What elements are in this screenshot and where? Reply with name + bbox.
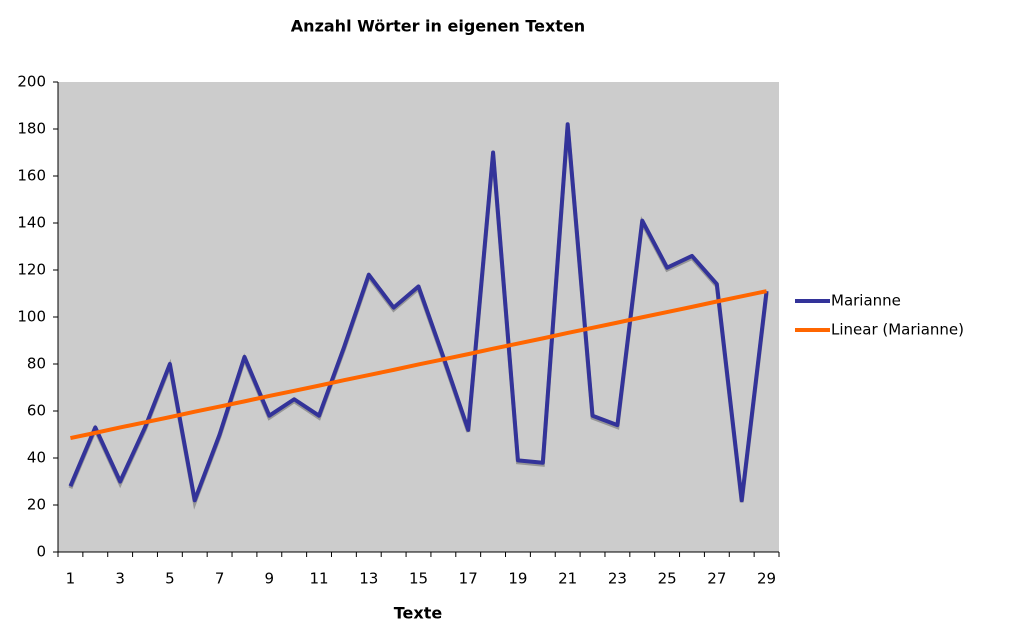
y-tick-label: 80 (27, 355, 46, 373)
y-tick-label: 0 (36, 543, 46, 561)
chart-title: Anzahl Wörter in eigenen Texten (291, 17, 585, 36)
legend-label: Linear (Marianne) (831, 321, 964, 339)
x-tick-label: 5 (165, 570, 175, 588)
y-tick-label: 180 (17, 120, 46, 138)
x-tick-label: 25 (658, 570, 677, 588)
x-tick-label: 15 (409, 570, 428, 588)
x-axis-title: Texte (394, 604, 443, 621)
y-tick-label: 160 (17, 167, 46, 185)
y-tick-label: 200 (17, 73, 46, 91)
plot-area (58, 82, 779, 552)
x-tick-label: 29 (757, 570, 776, 588)
series-line (68, 122, 769, 503)
x-tick-label: 27 (707, 570, 726, 588)
x-tick-label: 7 (215, 570, 225, 588)
y-tick-label: 140 (17, 214, 46, 232)
legend-label: Marianne (831, 292, 901, 310)
y-tick-label: 120 (17, 261, 46, 279)
x-tick-label: 11 (310, 570, 329, 588)
y-tick-label: 20 (27, 496, 46, 514)
x-tick-label: 3 (115, 570, 125, 588)
x-tick-label: 23 (608, 570, 627, 588)
x-tick-label: 9 (265, 570, 275, 588)
x-tick-label: 21 (558, 570, 577, 588)
x-tick-label: 19 (508, 570, 527, 588)
x-tick-label: 13 (359, 570, 378, 588)
y-tick-label: 100 (17, 308, 46, 326)
y-tick-label: 40 (27, 449, 46, 467)
x-tick-label: 1 (66, 570, 76, 588)
series-line (70, 289, 767, 440)
x-tick-label: 17 (459, 570, 478, 588)
y-tick-label: 60 (27, 402, 46, 420)
